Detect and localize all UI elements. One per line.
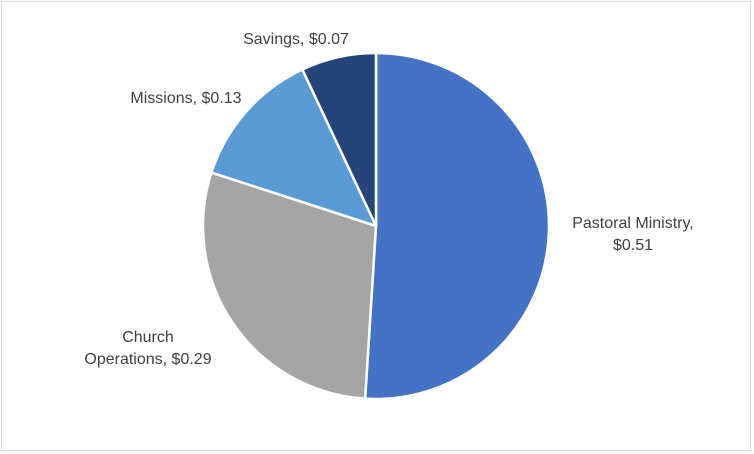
pie-slice-savings [301,51,378,228]
data-label-line: $0.51 [613,237,653,254]
data-label-line: Missions, $0.13 [130,90,241,107]
data-label-line: Savings, $0.07 [243,31,349,48]
data-label-line: Church [122,329,174,346]
data-label-savings: Savings, $0.07 [243,31,349,48]
pie-slice-church-operations [201,171,378,400]
data-label-church-operations: Church Operations, $0.29 [84,329,211,368]
data-label-line: Operations, $0.29 [84,351,211,368]
data-label-missions: Missions, $0.13 [130,90,241,107]
pie-slice-pastoral-ministry [363,51,551,401]
pie-slice-missions [210,68,378,228]
data-label-line: Pastoral Ministry, [572,215,694,232]
data-label-pastoral-ministry: Pastoral Ministry, $0.51 [572,215,694,254]
